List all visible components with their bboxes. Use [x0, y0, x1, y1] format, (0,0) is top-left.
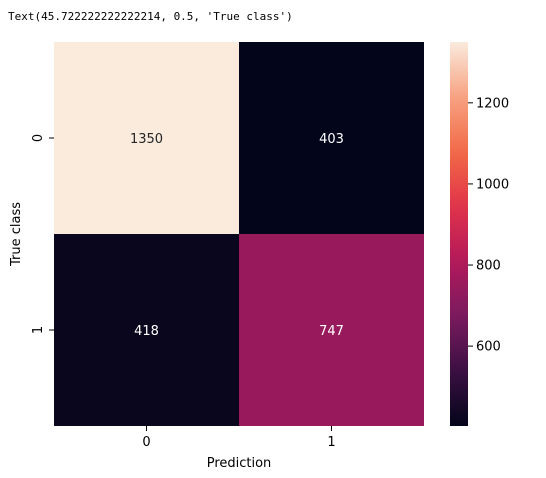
cell-output-text: Text(45.722222222222214, 0.5, 'True clas…: [8, 10, 293, 23]
heatmap-cell: [54, 42, 239, 234]
y-axis-label: True class: [9, 202, 24, 267]
colorbar-tick-label: 1000: [476, 177, 509, 192]
x-tick-label: 0: [142, 435, 150, 450]
heatmap-cell: [239, 42, 424, 234]
cell-annotation: 418: [134, 324, 159, 339]
x-axis-label: Prediction: [207, 456, 272, 471]
heatmap-cell: [54, 234, 239, 426]
x-tick-label: 1: [327, 435, 335, 450]
colorbar-tick-label: 600: [476, 340, 501, 355]
heatmap-axes: 0 1 0 1 Prediction True class: [9, 134, 336, 471]
heatmap-cells: [54, 42, 424, 426]
heatmap-annotations: 1350 403 418 747: [130, 132, 344, 339]
colorbar-tick-label: 1200: [476, 96, 509, 111]
cell-annotation: 403: [319, 132, 344, 147]
y-tick-label: 1: [31, 326, 46, 334]
colorbar-tick-label: 800: [476, 259, 501, 274]
cell-annotation: 1350: [130, 132, 163, 147]
heatmap-cell: [239, 234, 424, 426]
colorbar-gradient: [450, 42, 468, 426]
cell-annotation: 747: [319, 324, 344, 339]
y-tick-label: 0: [31, 134, 46, 142]
colorbar: 600 800 1000 1200: [450, 42, 509, 426]
